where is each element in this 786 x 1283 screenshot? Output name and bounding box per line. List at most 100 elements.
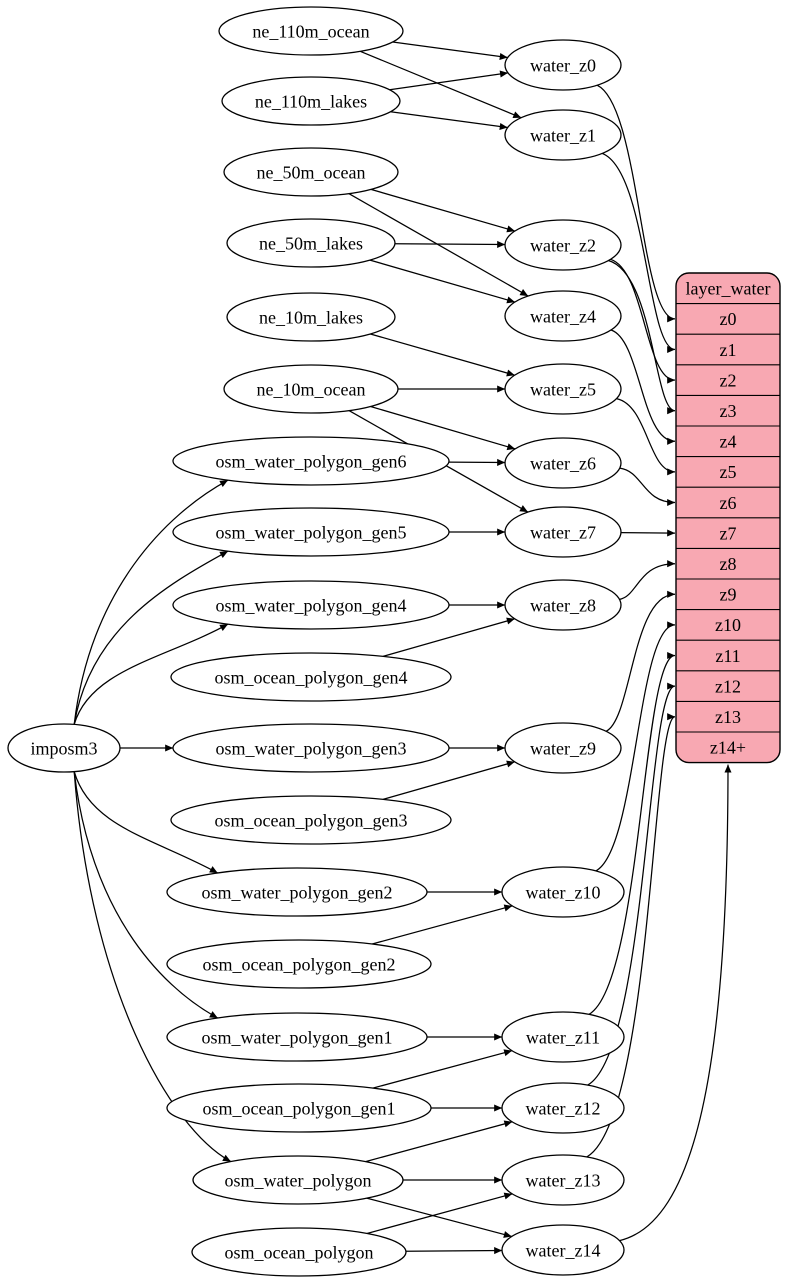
- edge-ne_50m_lakes-water_z2: [394, 240, 506, 248]
- node-osm_water_polygon_gen4: osm_water_polygon_gen4: [172, 580, 450, 630]
- edge-osm_ocean_polygon-water_z13: [366, 1192, 513, 1235]
- node-water_z8-shape: [504, 579, 622, 631]
- node-ne_110m_lakes-label: ne_110m_lakes: [255, 91, 367, 111]
- node-imposm3: imposm3: [7, 723, 121, 773]
- edge-water_z10-z10: [595, 621, 676, 872]
- node-water_z5-shape: [504, 363, 622, 415]
- node-osm_water_polygon_gen5-label: osm_water_polygon_gen5: [216, 522, 407, 542]
- edge-water_z11-z11: [588, 652, 676, 1015]
- node-osm_water_polygon-shape: [192, 1155, 404, 1205]
- node-water_z0: water_z0: [504, 39, 622, 91]
- node-water_z9: water_z9: [504, 722, 622, 774]
- node-osm_water_polygon_gen2: osm_water_polygon_gen2: [166, 867, 428, 917]
- node-ne_50m_lakes-label: ne_50m_lakes: [259, 233, 363, 253]
- node-water_z11: water_z11: [501, 1011, 625, 1063]
- node-ne_10m_lakes-label: ne_10m_lakes: [259, 307, 363, 327]
- edge-ne_10m_lakes-water_z5: [370, 333, 515, 377]
- node-osm_water_polygon_gen1: osm_water_polygon_gen1: [166, 1012, 428, 1062]
- node-water_z1-shape: [504, 109, 622, 161]
- node-ne_110m_lakes-shape: [221, 76, 401, 126]
- table-row-z7: z7: [720, 523, 737, 543]
- edge-water_z6-z6: [619, 467, 676, 507]
- edge-water_z8-z8: [619, 560, 676, 601]
- edge-osm_water_polygon-water_z12: [365, 1120, 513, 1163]
- edge-ne_10m_ocean-water_z6: [370, 405, 516, 451]
- node-water_z2: water_z2: [504, 219, 622, 271]
- node-water_z12-shape: [501, 1082, 625, 1134]
- table-row-z9: z9: [720, 585, 737, 605]
- node-osm_water_polygon_gen1-shape: [166, 1012, 428, 1062]
- node-water_z14-shape: [501, 1224, 625, 1276]
- node-ne_110m_ocean-label: ne_110m_ocean: [252, 21, 369, 41]
- edge-water_z9-z9: [605, 590, 676, 732]
- node-osm_ocean_polygon-shape: [191, 1227, 407, 1277]
- edge-ne_110m_lakes-water_z1: [390, 111, 508, 130]
- table-row-z6: z6: [720, 493, 737, 513]
- edge-imposm3-osm_water_polygon_gen4: [73, 623, 229, 725]
- node-ne_50m_lakes-shape: [226, 218, 396, 268]
- layer-water-table: layer_water z0 z1 z2 z3 z4 z5 z6 z7 z8 z9 z10 z11 z12…: [675, 272, 781, 764]
- edge-imposm3-osm_water_polygon: [73, 771, 232, 1163]
- node-osm_water_polygon-label: osm_water_polygon: [225, 1170, 372, 1190]
- table-row-z4: z4: [720, 432, 737, 452]
- node-osm_water_polygon_gen3: osm_water_polygon_gen3: [172, 723, 450, 773]
- node-osm_ocean_polygon_gen3: osm_ocean_polygon_gen3: [170, 795, 452, 845]
- node-ne_110m_lakes: ne_110m_lakes: [221, 76, 401, 126]
- node-osm_ocean_polygon: osm_ocean_polygon: [191, 1227, 407, 1277]
- table-row-z12: z12: [715, 676, 741, 696]
- node-water_z9-shape: [504, 722, 622, 774]
- edge-ne_110m_ocean-water_z0: [392, 41, 508, 60]
- node-osm_water_polygon_gen6-label: osm_water_polygon_gen6: [216, 451, 407, 471]
- node-osm_water_polygon_gen6-shape: [172, 436, 450, 486]
- node-water_z0-label: water_z0: [530, 55, 596, 75]
- edge-ne_110m_lakes-water_z0: [389, 70, 509, 91]
- node-water_z11-shape: [501, 1011, 625, 1063]
- node-water_z10-shape: [501, 866, 625, 918]
- node-ne_50m_ocean-label: ne_50m_ocean: [257, 162, 366, 182]
- node-osm_ocean_polygon_gen2-label: osm_ocean_polygon_gen2: [203, 954, 396, 974]
- node-osm_ocean_polygon-label: osm_ocean_polygon: [225, 1242, 374, 1262]
- nodes-layer: ne_110m_ocean ne_110m_lakes ne_50m_oceanne…: [7, 6, 625, 1277]
- edge-osm_ocean_polygon_gen1-water_z11: [372, 1049, 513, 1089]
- edge-ne_50m_ocean-water_z2: [370, 188, 516, 233]
- node-osm_ocean_polygon_gen2: osm_ocean_polygon_gen2: [166, 939, 432, 989]
- edge-osm_water_polygon-water_z14: [366, 1197, 512, 1238]
- edge-water_z14-z14+: [619, 764, 732, 1242]
- edge-water_z1-z1: [601, 152, 676, 353]
- table-row-z3: z3: [720, 401, 737, 421]
- node-water_z14: water_z14: [501, 1224, 625, 1276]
- edge-ne_50m_ocean-water_z4: [348, 193, 529, 297]
- edge-imposm3-osm_water_polygon_gen6: [73, 479, 229, 725]
- node-water_z2-shape: [504, 219, 622, 271]
- edge-water_z4-z4: [610, 329, 676, 445]
- table-row-z2: z2: [720, 370, 737, 390]
- node-osm_ocean_polygon_gen4: osm_ocean_polygon_gen4: [170, 652, 452, 702]
- edges-layer: [73, 41, 732, 1255]
- node-osm_water_polygon: osm_water_polygon: [192, 1155, 404, 1205]
- node-osm_water_polygon_gen1-label: osm_water_polygon_gen1: [202, 1027, 393, 1047]
- node-osm_ocean_polygon_gen4-shape: [170, 652, 452, 702]
- node-osm_ocean_polygon_gen3-shape: [170, 795, 452, 845]
- node-ne_10m_ocean-label: ne_10m_ocean: [257, 379, 366, 399]
- node-osm_water_polygon_gen3-shape: [172, 723, 450, 773]
- node-water_z6-label: water_z6: [530, 453, 596, 473]
- edge-ne_110m_ocean-water_z1: [359, 50, 522, 119]
- edge-water_z2-z3: [608, 259, 676, 415]
- node-water_z8: water_z8: [504, 579, 622, 631]
- node-osm_water_polygon_gen2-shape: [166, 867, 428, 917]
- table-row-z14+: z14+: [710, 738, 746, 758]
- node-water_z6: water_z6: [504, 437, 622, 489]
- node-water_z4-shape: [504, 290, 622, 342]
- node-ne_50m_lakes: ne_50m_lakes: [226, 218, 396, 268]
- node-water_z13: water_z13: [501, 1154, 625, 1206]
- node-water_z11-label: water_z11: [526, 1027, 600, 1047]
- edge-imposm3-osm_water_polygon_gen1: [73, 771, 219, 1019]
- node-water_z1: water_z1: [504, 109, 622, 161]
- node-water_z7-shape: [504, 506, 622, 558]
- node-water_z5-label: water_z5: [530, 379, 596, 399]
- node-ne_10m_lakes-shape: [226, 292, 396, 342]
- edge-ne_50m_lakes-water_z4: [369, 259, 516, 304]
- edge-osm_ocean_polygon_gen2-water_z10: [372, 904, 513, 945]
- node-water_z4-label: water_z4: [530, 306, 596, 326]
